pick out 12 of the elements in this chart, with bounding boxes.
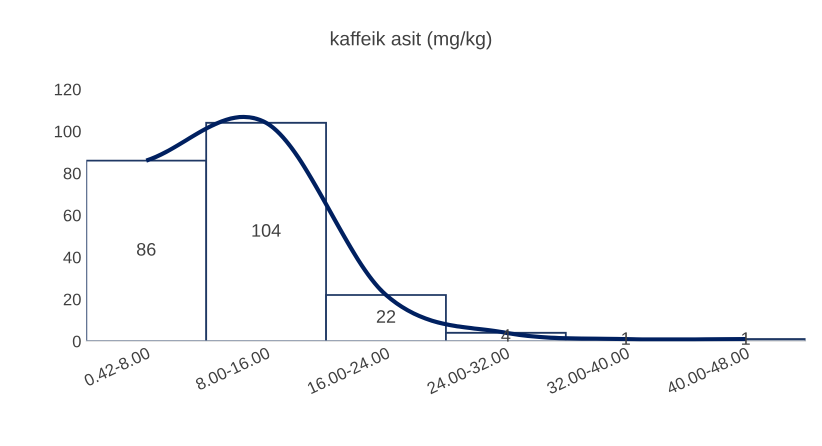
- y-tick-label: 0: [72, 336, 81, 348]
- y-tick-label: 100: [54, 126, 81, 138]
- data-label: 86: [136, 242, 156, 256]
- data-label: 22: [376, 310, 396, 323]
- y-tick-label: 20: [64, 294, 81, 306]
- data-label: 104: [252, 224, 281, 237]
- chart-title: kaffeik asit (mg/kg): [330, 31, 492, 50]
- y-tick-label: 80: [64, 168, 81, 180]
- y-tick-label: 60: [64, 210, 81, 222]
- y-tick-label: 120: [54, 84, 81, 96]
- data-label: 1: [742, 332, 750, 345]
- y-tick-label: 40: [63, 252, 81, 264]
